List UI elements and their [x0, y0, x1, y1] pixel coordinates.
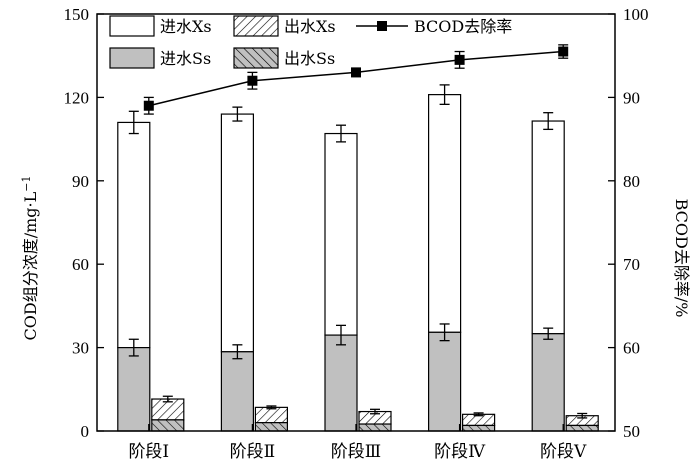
bcod-point	[351, 67, 361, 78]
bar-influent-xs	[324, 132, 358, 336]
legend-swatch-effluent-ss	[233, 47, 279, 69]
bar-influent-xs	[428, 94, 462, 333]
x-tick-label: 阶段Ⅱ	[230, 442, 276, 461]
legend-label-bcod: BCOD去除率	[414, 17, 512, 36]
axes-layer: 0 30 60 90 120 150 50 60 70 80 90 100 阶段Ⅰ 阶段Ⅱ 阶段Ⅲ 阶段Ⅳ 阶段…	[64, 5, 649, 461]
bar-effluent-ss	[565, 424, 599, 432]
y-right-tick-label: 60	[623, 339, 640, 358]
y-left-tick-label: 60	[72, 255, 89, 274]
bar-influent-ss	[117, 347, 151, 432]
legend-swatch-influent-xs	[109, 15, 155, 37]
x-tick-label: 阶段Ⅳ	[434, 442, 486, 461]
y-right-tick-label: 80	[623, 172, 640, 191]
y-right-tick-label: 70	[623, 255, 640, 274]
legend-swatch-influent-ss	[109, 47, 155, 69]
y-axis-left-title: COD组分浓度/mg·L−1	[20, 176, 41, 341]
bar-influent-xs	[117, 121, 151, 349]
legend-label-influent-xs: 进水Xs	[160, 17, 212, 36]
line-layer	[143, 44, 569, 115]
bcod-point	[247, 75, 258, 86]
bar-influent-xs	[531, 120, 565, 335]
bcod-point	[454, 54, 465, 65]
bcod-point	[143, 100, 154, 111]
legend: 进水Xs 出水Xs BCOD去除率 进水Ss 出水Ss	[109, 15, 512, 69]
legend-marker-bcod	[377, 21, 387, 31]
x-tick-label: 阶段Ⅲ	[331, 442, 381, 461]
y-right-tick-label: 100	[623, 5, 649, 24]
legend-label-effluent-ss: 出水Ss	[284, 49, 335, 68]
y-right-tick-label: 90	[623, 88, 640, 107]
y-axis-right-title: BCOD去除率/%	[672, 199, 691, 318]
y-left-tick-label: 30	[72, 339, 89, 358]
bar-effluent-ss	[358, 423, 392, 432]
y-left-tick-label: 120	[64, 88, 90, 107]
y-right-tick-label: 50	[623, 422, 640, 441]
bar-effluent-xs	[254, 406, 288, 424]
legend-label-effluent-xs: 出水Xs	[284, 17, 336, 36]
bars-layer	[117, 84, 599, 432]
bar-effluent-ss	[151, 419, 185, 432]
x-tick-label: 阶段Ⅴ	[540, 442, 587, 461]
bar-influent-ss	[531, 333, 565, 432]
bar-influent-xs	[220, 113, 254, 353]
bar-effluent-ss	[254, 422, 288, 432]
bar-influent-ss	[220, 351, 254, 432]
legend-label-influent-ss: 进水Ss	[160, 49, 211, 68]
y-left-tick-label: 0	[81, 422, 90, 441]
bar-influent-ss	[324, 334, 358, 432]
legend-swatch-effluent-xs	[233, 15, 279, 37]
x-tick-label: 阶段Ⅰ	[128, 442, 169, 461]
bar-effluent-ss	[462, 424, 496, 432]
bar-influent-ss	[428, 331, 462, 432]
bcod-point	[558, 46, 569, 57]
y-left-tick-label: 150	[64, 5, 90, 24]
y-left-tick-label: 90	[72, 172, 89, 191]
